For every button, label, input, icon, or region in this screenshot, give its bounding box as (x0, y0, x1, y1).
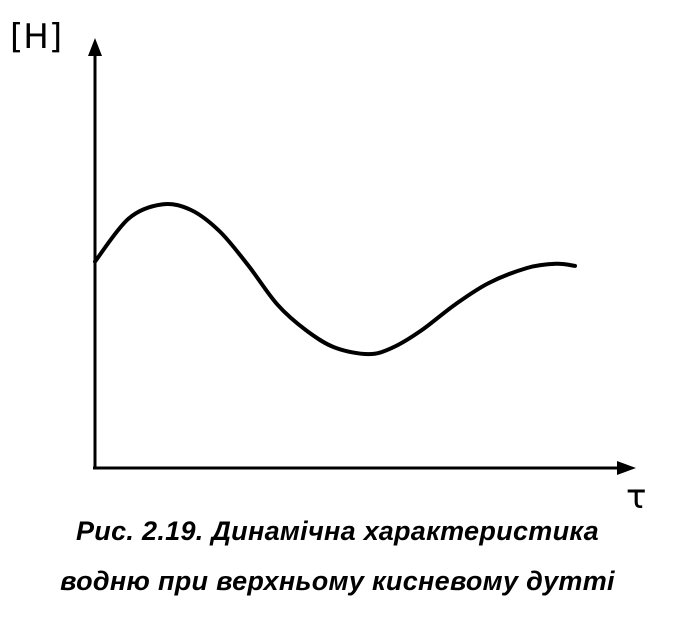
x-axis-arrow (617, 461, 636, 475)
figure-caption-line-2: водню при верхньому кисневому дутті (60, 566, 615, 596)
y-axis-label: [H] (10, 17, 62, 57)
x-axis-label: τ (626, 477, 646, 517)
y-axis-arrow (88, 38, 102, 56)
figure-caption-line-1: Рис. 2.19. Динамічна характеристика (76, 516, 599, 546)
series-line (93, 202, 577, 357)
